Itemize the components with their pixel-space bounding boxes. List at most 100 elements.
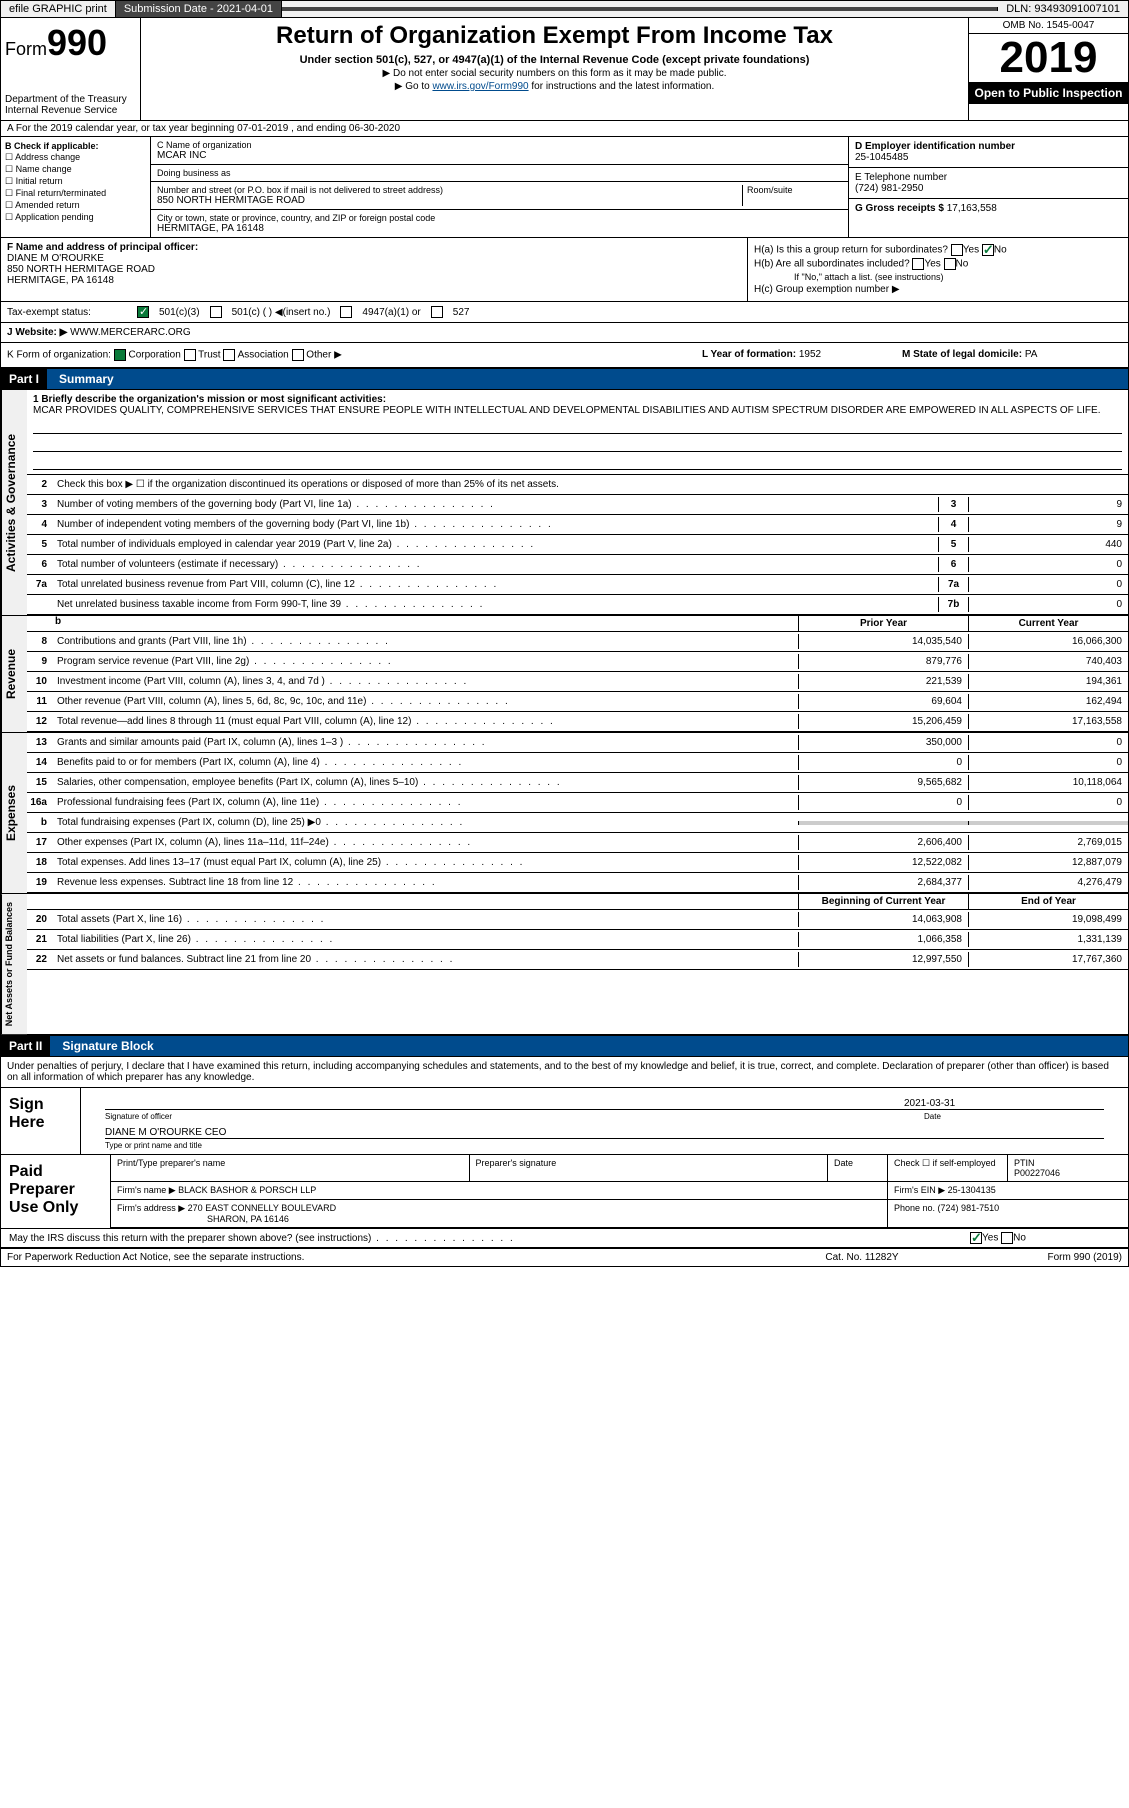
irs-link[interactable]: www.irs.gov/Form990 bbox=[432, 81, 528, 92]
checkbox-header: B Check if applicable: bbox=[5, 141, 99, 151]
chk-501c3[interactable] bbox=[137, 306, 149, 318]
sig-date: 2021-03-31 bbox=[904, 1098, 1104, 1109]
ha-yes[interactable] bbox=[951, 244, 963, 256]
domicile-label: M State of legal domicile: bbox=[902, 349, 1025, 360]
firm-phone-label: Phone no. bbox=[894, 1203, 938, 1213]
discuss-yes[interactable] bbox=[970, 1232, 982, 1244]
chk-527[interactable] bbox=[431, 306, 443, 318]
gov-line: 6Total number of volunteers (estimate if… bbox=[27, 555, 1128, 575]
form-header: Form990 Department of the Treasury Inter… bbox=[0, 18, 1129, 121]
prep-name-label: Print/Type preparer's name bbox=[111, 1155, 470, 1181]
chk-initial[interactable]: ☐ Initial return bbox=[5, 176, 146, 187]
page-footer: For Paperwork Reduction Act Notice, see … bbox=[0, 1249, 1129, 1267]
kform-row: K Form of organization: Corporation Trus… bbox=[0, 343, 1129, 368]
part2-title: Signature Block bbox=[50, 1036, 1128, 1056]
chk-501c[interactable] bbox=[210, 306, 222, 318]
firm-phone: (724) 981-7510 bbox=[938, 1203, 1000, 1213]
goto-link-row: ▶ Go to www.irs.gov/Form990 for instruct… bbox=[149, 81, 960, 92]
chk-final[interactable]: ☐ Final return/terminated bbox=[5, 188, 146, 199]
officer-signature-line[interactable] bbox=[105, 1098, 904, 1109]
chk-assoc[interactable] bbox=[223, 349, 235, 361]
cat-no: Cat. No. 11282Y bbox=[762, 1252, 962, 1263]
hb-no[interactable] bbox=[944, 258, 956, 270]
city-label: City or town, state or province, country… bbox=[157, 213, 842, 223]
eoy-hdr: End of Year bbox=[968, 894, 1128, 909]
chk-amended[interactable]: ☐ Amended return bbox=[5, 200, 146, 211]
tax-status-label: Tax-exempt status: bbox=[7, 307, 127, 318]
revenue-section: Revenue b Prior Year Current Year 8Contr… bbox=[0, 616, 1129, 733]
data-line: 12Total revenue—add lines 8 through 11 (… bbox=[27, 712, 1128, 732]
data-line: 15Salaries, other compensation, employee… bbox=[27, 773, 1128, 793]
firm-addr-label: Firm's address ▶ bbox=[117, 1203, 185, 1213]
tel-label: E Telephone number bbox=[855, 172, 947, 183]
part2-header: Part II Signature Block bbox=[0, 1035, 1129, 1057]
officer-name: DIANE M O'ROURKE bbox=[7, 253, 104, 264]
data-line: 10Investment income (Part VIII, column (… bbox=[27, 672, 1128, 692]
prior-year-hdr: Prior Year bbox=[798, 616, 968, 631]
blank-line-3 bbox=[33, 456, 1122, 470]
form-title: Return of Organization Exempt From Incom… bbox=[149, 22, 960, 50]
data-line: 8Contributions and grants (Part VIII, li… bbox=[27, 632, 1128, 652]
data-line: 9Program service revenue (Part VIII, lin… bbox=[27, 652, 1128, 672]
website-row: J Website: ▶ WWW.MERCERARC.ORG bbox=[0, 323, 1129, 343]
ssn-warning: ▶ Do not enter social security numbers o… bbox=[149, 68, 960, 79]
year-formation-label: L Year of formation: bbox=[702, 349, 799, 360]
vtab-governance: Activities & Governance bbox=[1, 390, 27, 615]
chk-other[interactable] bbox=[292, 349, 304, 361]
governance-section: Activities & Governance 1 Briefly descri… bbox=[0, 390, 1129, 616]
org-name-label: C Name of organization bbox=[157, 140, 842, 150]
printed-label: Type or print name and title bbox=[105, 1141, 1124, 1150]
data-line: 14Benefits paid to or for members (Part … bbox=[27, 753, 1128, 773]
briefly-label: 1 Briefly describe the organization's mi… bbox=[33, 394, 386, 405]
kform-label: K Form of organization: bbox=[7, 350, 111, 361]
part1-header: Part I Summary bbox=[0, 368, 1129, 390]
chk-corp[interactable] bbox=[114, 349, 126, 361]
data-line: 13Grants and similar amounts paid (Part … bbox=[27, 733, 1128, 753]
chk-pending[interactable]: ☐ Application pending bbox=[5, 212, 146, 223]
omb-number: OMB No. 1545-0047 bbox=[969, 18, 1128, 34]
data-line: 11Other revenue (Part VIII, column (A), … bbox=[27, 692, 1128, 712]
chk-4947[interactable] bbox=[340, 306, 352, 318]
gov-line: 4Number of independent voting members of… bbox=[27, 515, 1128, 535]
discuss-no[interactable] bbox=[1001, 1232, 1013, 1244]
org-name: MCAR INC bbox=[157, 150, 206, 161]
data-line: 16aProfessional fundraising fees (Part I… bbox=[27, 793, 1128, 813]
prep-selfemp: Check ☐ if self-employed bbox=[888, 1155, 1008, 1181]
sig-officer-label: Signature of officer bbox=[105, 1112, 904, 1121]
data-line: 22Net assets or fund balances. Subtract … bbox=[27, 950, 1128, 970]
form-number: Form990 bbox=[5, 22, 136, 64]
data-line: 18Total expenses. Add lines 13–17 (must … bbox=[27, 853, 1128, 873]
part1-title: Summary bbox=[47, 369, 1128, 389]
gov-line: Net unrelated business taxable income fr… bbox=[27, 595, 1128, 615]
signature-block: Under penalties of perjury, I declare th… bbox=[0, 1057, 1129, 1249]
ein-value: 25-1045485 bbox=[855, 152, 908, 163]
discuss-text: May the IRS discuss this return with the… bbox=[1, 1231, 968, 1246]
mission-text: MCAR PROVIDES QUALITY, COMPREHENSIVE SER… bbox=[33, 405, 1100, 416]
chk-trust[interactable] bbox=[184, 349, 196, 361]
hb-yes[interactable] bbox=[912, 258, 924, 270]
ha-no[interactable] bbox=[982, 244, 994, 256]
submission-date: Submission Date - 2021-04-01 bbox=[116, 1, 282, 17]
room-label: Room/suite bbox=[747, 185, 842, 195]
part2-tab: Part II bbox=[1, 1036, 50, 1056]
gov-line: 5Total number of individuals employed in… bbox=[27, 535, 1128, 555]
ptin: P00227046 bbox=[1014, 1168, 1060, 1178]
tel-value: (724) 981-2950 bbox=[855, 183, 923, 194]
efile-header-bar: efile GRAPHIC print Submission Date - 20… bbox=[0, 0, 1129, 18]
form-version: Form 990 (2019) bbox=[962, 1252, 1122, 1263]
current-year-hdr: Current Year bbox=[968, 616, 1128, 631]
hb-row: H(b) Are all subordinates included? Yes … bbox=[754, 258, 1122, 270]
form-subtitle: Under section 501(c), 527, or 4947(a)(1)… bbox=[149, 54, 960, 66]
dba-label: Doing business as bbox=[157, 168, 842, 178]
gross-receipts: 17,163,558 bbox=[947, 203, 997, 214]
dln: DLN: 93493091007101 bbox=[998, 1, 1128, 17]
officer-h-block: F Name and address of principal officer:… bbox=[0, 238, 1129, 302]
chk-name[interactable]: ☐ Name change bbox=[5, 164, 146, 175]
firm-ein: 25-1304135 bbox=[948, 1185, 996, 1195]
chk-address[interactable]: ☐ Address change bbox=[5, 152, 146, 163]
officer-label: F Name and address of principal officer: bbox=[7, 242, 198, 253]
firm-ein-label: Firm's EIN ▶ bbox=[894, 1185, 945, 1195]
ein-label: D Employer identification number bbox=[855, 141, 1015, 152]
efile-label: efile GRAPHIC print bbox=[1, 1, 116, 17]
firm-addr: 270 EAST CONNELLY BOULEVARD bbox=[188, 1203, 336, 1213]
